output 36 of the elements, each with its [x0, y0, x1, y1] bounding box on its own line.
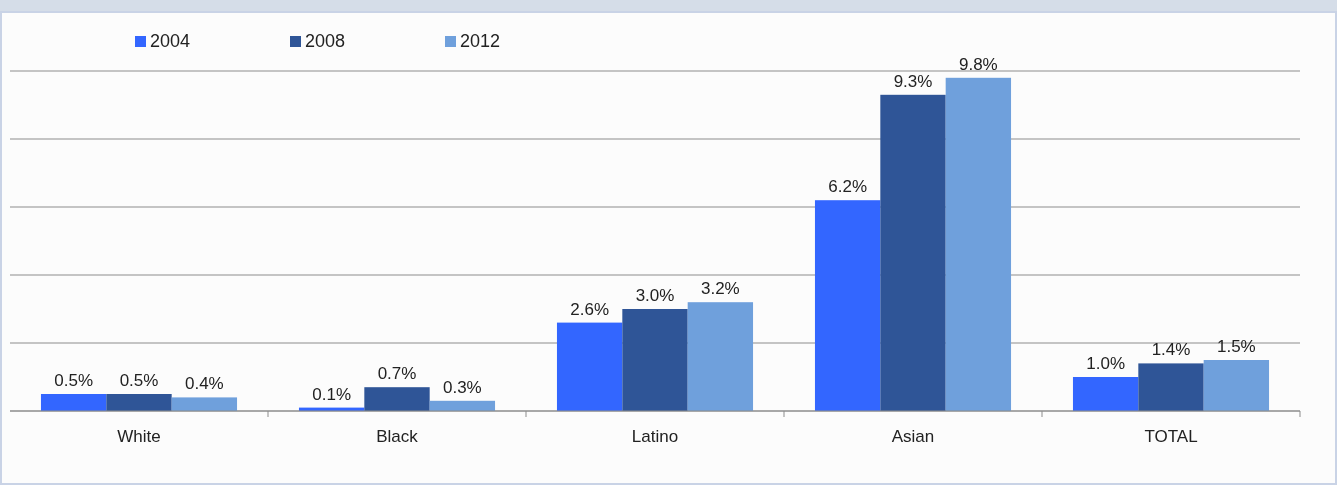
bar — [1203, 360, 1270, 411]
bar — [40, 394, 107, 411]
bar — [364, 387, 430, 411]
legend-label: 2012 — [460, 31, 501, 51]
bar — [556, 322, 623, 411]
data-label: 1.4% — [1151, 340, 1191, 360]
x-tick-label: Asian — [891, 427, 935, 446]
x-tick-label: TOTAL — [1144, 427, 1198, 446]
bar — [622, 309, 688, 411]
legend-label: 2008 — [305, 31, 346, 51]
data-label: 9.8% — [958, 54, 998, 74]
data-label: 1.5% — [1216, 337, 1256, 356]
data-label: 0.5% — [54, 371, 94, 390]
data-label: 6.2% — [828, 177, 868, 197]
data-label: 3.2% — [700, 279, 740, 299]
data-label: 0.4% — [184, 374, 224, 394]
bar — [814, 200, 881, 411]
x-tick-label: White — [117, 427, 161, 446]
data-label: 9.3% — [893, 71, 933, 91]
data-label: 0.1% — [312, 384, 352, 404]
data-label: 0.7% — [377, 364, 417, 384]
bar — [880, 94, 946, 411]
bar — [687, 302, 754, 411]
bar — [945, 77, 1012, 411]
bar — [1138, 363, 1204, 411]
bar — [171, 397, 238, 411]
data-label: 0.5% — [119, 371, 159, 390]
data-label: 3.0% — [635, 286, 675, 305]
data-label: 0.3% — [442, 377, 482, 397]
bar — [106, 394, 172, 411]
x-tick-label: Latino — [631, 427, 679, 446]
x-tick-label: Black — [376, 427, 419, 446]
legend-label: 2004 — [150, 31, 191, 51]
data-label: 2.6% — [570, 299, 610, 319]
data-label: 1.0% — [1086, 354, 1126, 373]
bar — [1072, 377, 1139, 411]
